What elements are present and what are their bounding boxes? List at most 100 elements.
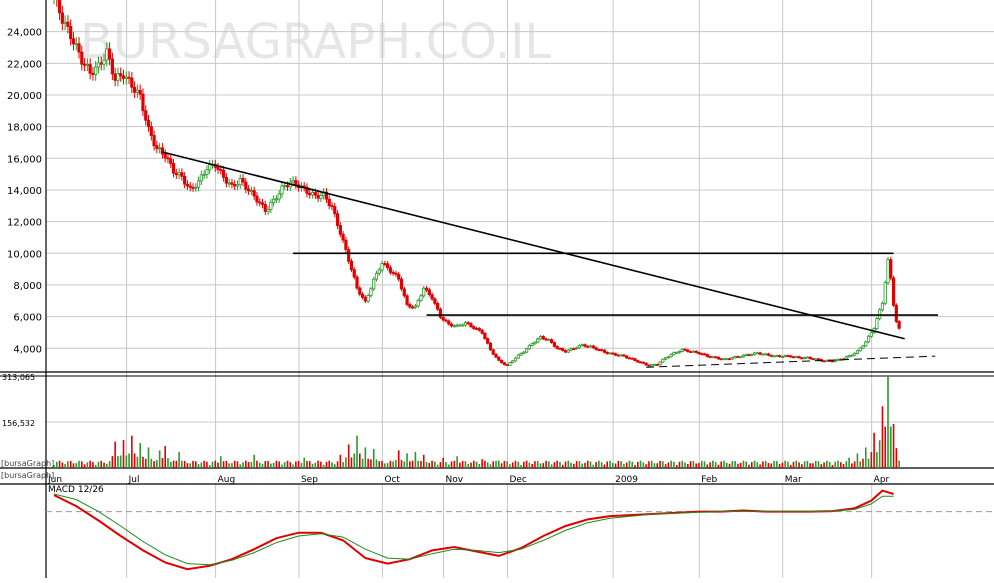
candle-body — [219, 169, 223, 171]
candle-body — [422, 287, 426, 297]
candle-body — [113, 73, 117, 81]
candle-body — [652, 364, 657, 366]
candle-body — [260, 202, 265, 205]
volume-bar — [834, 461, 836, 468]
candle-body — [588, 345, 593, 348]
macd-panel — [46, 489, 994, 571]
volume-bar — [158, 450, 161, 468]
candle-body — [741, 354, 746, 358]
price-tick-label: 4,000 — [13, 344, 42, 355]
candle-body — [527, 344, 531, 350]
candle-body — [697, 352, 701, 355]
candle-body — [519, 352, 523, 356]
candle-body — [786, 355, 790, 358]
volume-bar — [739, 462, 742, 468]
volume-bar — [417, 460, 419, 468]
candle-body — [155, 145, 159, 149]
volume-bar — [453, 460, 456, 468]
volume-bar — [392, 461, 394, 468]
volume-bar — [106, 463, 108, 468]
volume-bar — [550, 464, 553, 468]
macd-line — [53, 489, 894, 571]
candle-body — [858, 347, 862, 352]
volume-bar — [211, 461, 214, 468]
volume-bar — [378, 461, 381, 468]
volume-bar — [748, 464, 750, 468]
volume-bar — [194, 461, 197, 468]
volume-bar — [503, 460, 506, 468]
candle-body — [844, 356, 848, 360]
volume-bar — [375, 459, 378, 468]
volume-bar — [870, 452, 873, 468]
volume-bar — [475, 461, 478, 468]
volume-bar — [161, 458, 164, 468]
volume-bar — [620, 461, 622, 468]
x-tick-label: Mar — [785, 475, 802, 485]
candle-body — [310, 192, 315, 196]
volume-bar — [725, 462, 728, 468]
volume-bar — [545, 460, 547, 468]
volume-bar — [331, 462, 333, 468]
candle-body — [124, 76, 128, 79]
volume-bar — [573, 463, 575, 468]
volume-bar — [233, 460, 236, 468]
volume-bar — [675, 464, 678, 468]
volume-bar — [208, 465, 211, 468]
candle-body — [850, 354, 854, 357]
candle-body — [308, 192, 312, 196]
candle-body — [675, 351, 679, 354]
volume-bar — [395, 460, 397, 468]
price-candles — [53, 0, 901, 367]
candle-body — [82, 63, 87, 66]
volume-bar — [136, 456, 139, 468]
candle-body — [719, 358, 723, 361]
candle-body — [338, 225, 342, 235]
candle-body — [99, 62, 103, 65]
candle-body — [766, 353, 771, 356]
candle-body — [285, 185, 290, 188]
volume-bar — [795, 460, 798, 468]
candle-body — [714, 356, 718, 359]
volume-bar — [303, 457, 305, 468]
volume-bar — [561, 464, 564, 468]
volume-side-label-2: [bursaGraph] — [1, 471, 54, 480]
candle-body — [363, 296, 367, 302]
x-tick-label: Sep — [301, 475, 318, 485]
candle-body — [88, 64, 92, 74]
volume-bar — [467, 463, 470, 468]
volume-bar — [292, 464, 294, 468]
volume-bar — [311, 463, 314, 468]
candle-body — [686, 349, 690, 352]
candle-body — [263, 204, 267, 212]
candle-body — [385, 263, 390, 269]
volume-bar — [892, 423, 895, 468]
volume-bar — [581, 463, 583, 468]
volume-bar — [356, 435, 358, 468]
volume-bar — [464, 461, 467, 468]
volume-bar — [625, 462, 628, 468]
candle-body — [866, 335, 871, 343]
volume-bar — [283, 462, 286, 468]
volume-bar — [181, 460, 183, 468]
volume-bar — [367, 458, 369, 468]
volume-bar — [650, 460, 653, 468]
volume-bar — [350, 457, 353, 468]
candle-body — [169, 158, 173, 164]
candle-body — [536, 338, 540, 343]
candle-body — [191, 186, 195, 189]
volume-bar — [542, 463, 545, 468]
volume-bar — [873, 432, 875, 468]
candle-body — [344, 239, 348, 250]
candle-body — [94, 66, 98, 76]
volume-bar — [164, 445, 166, 468]
volume-bar — [500, 463, 503, 468]
candle-body — [691, 350, 696, 353]
candle-body — [449, 323, 454, 327]
signal-line — [53, 493, 894, 566]
volume-bar — [261, 463, 264, 468]
grid — [45, 0, 994, 578]
candle-body — [424, 287, 429, 291]
volume-bar — [53, 465, 55, 468]
volume-bar — [614, 463, 617, 468]
volume-bar — [347, 444, 350, 468]
